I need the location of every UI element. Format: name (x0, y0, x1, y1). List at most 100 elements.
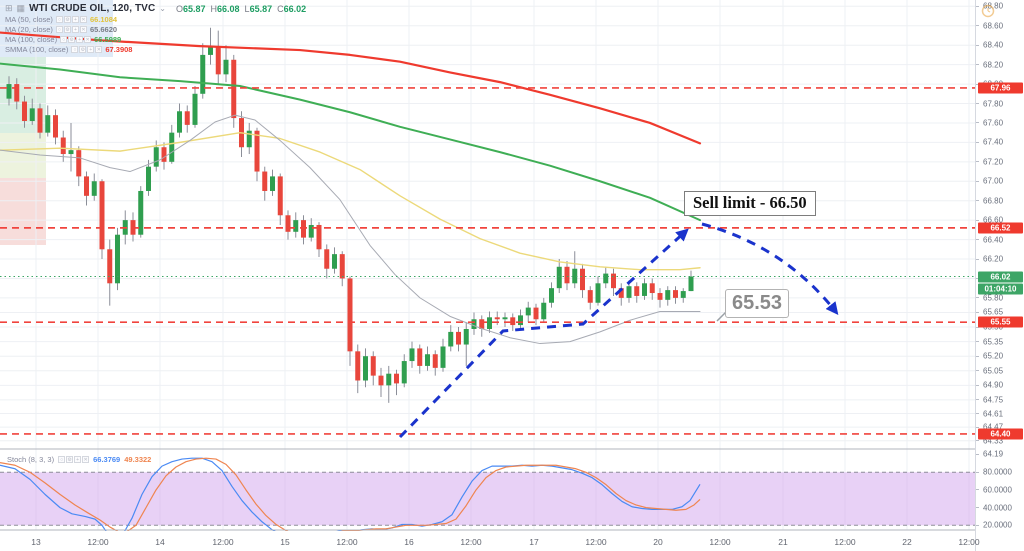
candle-down[interactable] (456, 331, 461, 345)
candle-up[interactable] (502, 317, 508, 320)
candle-down[interactable] (432, 354, 438, 368)
candle-down[interactable] (417, 348, 423, 366)
candle-down[interactable] (37, 108, 43, 133)
candle-up[interactable] (308, 224, 314, 238)
ma-line[interactable] (0, 62, 701, 222)
candle-up[interactable] (138, 190, 144, 235)
candle-up[interactable] (169, 132, 175, 162)
settings-icon[interactable]: ⚙ (68, 36, 76, 43)
candle-down[interactable] (285, 215, 291, 232)
candle-down[interactable] (231, 59, 237, 119)
ma-line[interactable] (0, 131, 701, 271)
candle-up[interactable] (246, 130, 252, 148)
candle-down[interactable] (394, 373, 399, 384)
visibility-toggle-icon[interactable]: ○ (58, 456, 66, 463)
visibility-toggle-icon[interactable]: ○ (55, 16, 63, 23)
candle-down[interactable] (673, 290, 678, 298)
candle-down[interactable] (618, 288, 624, 298)
candle-up[interactable] (153, 147, 159, 167)
candle-down[interactable] (533, 307, 539, 320)
candle-up[interactable] (425, 354, 430, 366)
candle-down[interactable] (587, 290, 593, 303)
candle-down[interactable] (161, 147, 167, 162)
candle-up[interactable] (29, 108, 35, 121)
remove-indicator-icon[interactable]: ✕ (82, 456, 90, 463)
candle-down[interactable] (76, 150, 82, 177)
candle-down[interactable] (370, 356, 376, 376)
candle-down[interactable] (657, 293, 663, 300)
candle-down[interactable] (634, 286, 640, 296)
projection-up-arrow[interactable] (398, 228, 689, 439)
candle-down[interactable] (184, 111, 190, 125)
candle-down[interactable] (324, 249, 330, 269)
candle-down[interactable] (14, 84, 20, 102)
visibility-toggle-icon[interactable]: ○ (71, 46, 79, 53)
candle-up[interactable] (68, 150, 74, 155)
chevron-down-icon[interactable]: ⌄ (159, 4, 166, 13)
candle-down[interactable] (60, 137, 66, 155)
candle-up[interactable] (665, 290, 671, 300)
add-indicator-icon[interactable]: + (74, 456, 82, 463)
candle-down[interactable] (254, 130, 260, 172)
settings-icon[interactable]: ⚙ (63, 16, 71, 23)
symbol-title[interactable]: WTI CRUDE OIL, 120, TVC (29, 3, 156, 14)
candle-down[interactable] (347, 278, 353, 352)
shaded-zone[interactable] (0, 178, 46, 245)
candle-down[interactable] (580, 268, 585, 291)
candle-up[interactable] (549, 288, 554, 303)
alert-clock-icon[interactable] (980, 3, 996, 19)
indicator-label[interactable]: SMMA (100, close) (5, 45, 69, 54)
candle-down[interactable] (107, 249, 113, 284)
candle-up[interactable] (556, 266, 562, 289)
candle-up[interactable] (572, 268, 578, 284)
candle-up[interactable] (487, 317, 492, 329)
visibility-toggle-icon[interactable]: ○ (55, 26, 63, 33)
candle-down[interactable] (494, 317, 500, 320)
candle-up[interactable] (293, 220, 299, 232)
candle-up[interactable] (463, 328, 469, 345)
add-indicator-icon[interactable]: + (71, 16, 79, 23)
remove-indicator-icon[interactable]: ✕ (84, 36, 92, 43)
candle-up[interactable] (541, 302, 547, 320)
candle-down[interactable] (277, 176, 283, 216)
projection-down-arrow[interactable] (701, 222, 839, 315)
candle-down[interactable] (479, 319, 485, 329)
candle-down[interactable] (262, 171, 268, 191)
candle-down[interactable] (611, 273, 616, 289)
candle-up[interactable] (91, 181, 97, 196)
indicator-label[interactable]: MA (100, close) (5, 35, 58, 44)
candle-up[interactable] (603, 273, 609, 284)
candle-up[interactable] (688, 276, 694, 292)
add-indicator-icon[interactable]: + (76, 36, 84, 43)
candle-down[interactable] (339, 254, 345, 279)
remove-indicator-icon[interactable]: ✕ (79, 16, 87, 23)
add-indicator-icon[interactable]: + (71, 26, 79, 33)
time-axis[interactable]: 13 12:00 14 12:00 15 12:00 16 12:00 17 12:00 20 12:… (0, 531, 980, 551)
candle-up[interactable] (595, 283, 601, 303)
candle-up[interactable] (386, 373, 392, 386)
price-callout-annotation[interactable]: 65.53 (725, 289, 789, 318)
candle-down[interactable] (355, 351, 361, 381)
settings-icon[interactable]: ⚙ (79, 46, 87, 53)
candle-down[interactable] (649, 283, 655, 294)
candle-up[interactable] (177, 111, 182, 133)
visibility-toggle-icon[interactable]: ○ (60, 36, 68, 43)
price-axis[interactable]: 68.8068.6068.4068.2068.0067.8067.6067.40… (975, 0, 1024, 551)
candle-up[interactable] (45, 115, 51, 133)
stoch-label[interactable]: Stoch (8, 3, 3) (7, 455, 55, 464)
candle-up[interactable] (448, 331, 454, 347)
candle-up[interactable] (471, 319, 477, 329)
candle-up[interactable] (518, 315, 523, 326)
candle-down[interactable] (99, 181, 105, 250)
candle-up[interactable] (626, 286, 632, 298)
candle-down[interactable] (316, 224, 322, 250)
candle-down[interactable] (22, 101, 27, 121)
settings-icon[interactable]: ⚙ (63, 26, 71, 33)
ma-line[interactable] (0, 31, 702, 145)
candle-down[interactable] (510, 317, 516, 326)
candle-up[interactable] (115, 234, 120, 284)
candle-up[interactable] (200, 54, 206, 94)
candle-down[interactable] (53, 115, 58, 138)
candle-down[interactable] (215, 47, 221, 75)
